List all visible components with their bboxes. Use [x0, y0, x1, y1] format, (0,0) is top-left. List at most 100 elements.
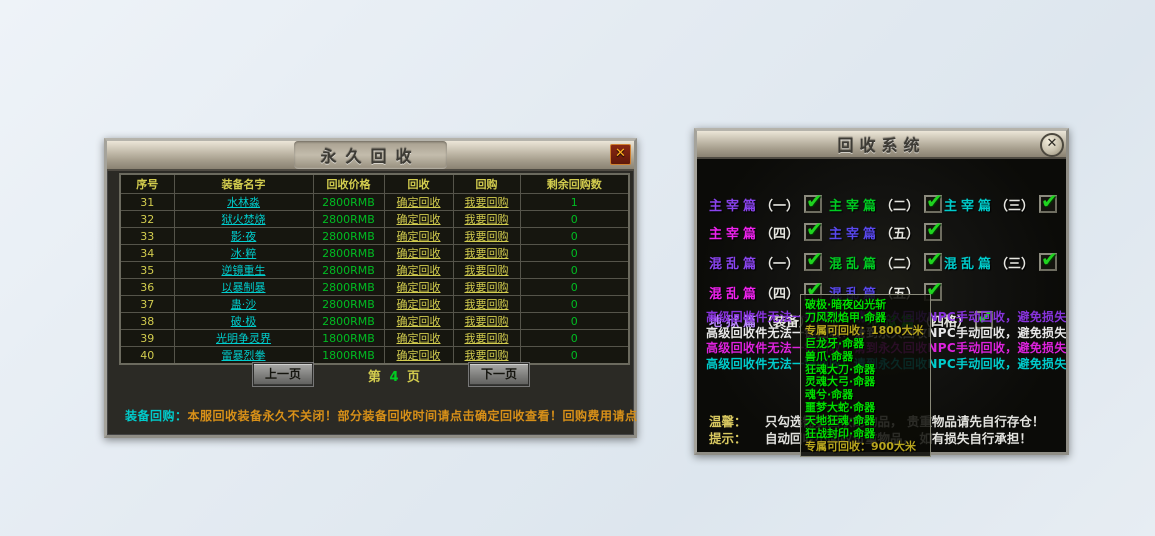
checkbox-zhuzai-3[interactable]: 主宰篇 （三） ✔ — [944, 189, 1058, 214]
page-indicator: 第 4 页 — [345, 366, 445, 385]
item-tooltip: 破极·暗夜凶光斩 刀风烈焰甲·命器 专属可回收：1800大米 巨龙牙·命器 兽爪… — [800, 294, 931, 457]
prev-page-button[interactable]: 上一页 — [253, 363, 313, 386]
checkbox-paren: （四） — [760, 226, 800, 242]
table-header-row: 序号 装备名字 回收价格 回收 回购 剩余回购数 — [119, 173, 630, 194]
tooltip-item-name: 刀风烈焰甲·命器 — [805, 310, 887, 324]
recycle-price: 2800RMB — [312, 312, 385, 330]
buyback-link[interactable]: 我要回购 — [452, 278, 521, 296]
close-icon[interactable]: ✕ — [610, 144, 631, 165]
buyback-link[interactable]: 我要回购 — [452, 329, 521, 347]
table-row: 37 蛊·沙 2800RMB 确定回收 我要回购 0 — [119, 295, 630, 313]
item-name-link[interactable]: 蛊·沙 — [173, 295, 314, 313]
checkbox[interactable]: ✔ — [804, 189, 823, 213]
checkbox-hunluan-2[interactable]: 混乱篇 （二） ✔ — [829, 247, 943, 272]
checkbox-paren: （一） — [760, 256, 800, 272]
checkbox[interactable]: ✔ — [924, 247, 943, 271]
remaining-buybacks: 0 — [519, 329, 630, 347]
check-icon: ✔ — [806, 189, 823, 213]
confirm-recycle-link[interactable]: 确定回收 — [383, 312, 454, 330]
buyback-link[interactable]: 我要回购 — [452, 346, 521, 365]
checkbox-paren: （三） — [995, 198, 1035, 214]
checkbox-zhuzai-1[interactable]: 主宰篇 （一） ✔ — [709, 189, 823, 214]
buyback-link[interactable]: 我要回购 — [452, 193, 521, 211]
checkbox[interactable]: ✔ — [804, 247, 823, 271]
row-no: 34 — [119, 244, 175, 262]
buyback-link[interactable]: 我要回购 — [452, 295, 521, 313]
checkbox-hunluan-3[interactable]: 混乱篇 （三） ✔ — [944, 247, 1058, 272]
checkbox-label: 地狱篇 — [709, 314, 761, 330]
item-name-link[interactable]: 影·夜 — [173, 227, 314, 245]
item-name-link[interactable]: 逆镜重生 — [173, 261, 314, 279]
confirm-recycle-link[interactable]: 确定回收 — [383, 210, 454, 228]
tip-label: 温馨： — [709, 414, 747, 429]
page-suffix: 页 — [407, 370, 423, 385]
tooltip-recycle-value: 专属可回收：1800大米 — [805, 323, 924, 337]
item-name-link[interactable]: 破·极 — [173, 312, 314, 330]
page-number: 4 — [389, 370, 401, 385]
row-no: 36 — [119, 278, 175, 296]
item-name-link[interactable]: 冰·粹 — [173, 244, 314, 262]
recycle-price: 2800RMB — [312, 261, 385, 279]
confirm-recycle-link[interactable]: 确定回收 — [383, 244, 454, 262]
confirm-recycle-link[interactable]: 确定回收 — [383, 261, 454, 279]
buyback-link[interactable]: 我要回购 — [452, 244, 521, 262]
checkbox-zhuzai-5[interactable]: 主宰篇 （五） ✔ — [829, 217, 943, 242]
checkbox-label: 主宰篇 — [829, 226, 881, 242]
checkbox[interactable]: ✔ — [804, 217, 823, 241]
remaining-buybacks: 0 — [519, 346, 630, 365]
recycle-price: 2800RMB — [312, 210, 385, 228]
remaining-buybacks: 0 — [519, 295, 630, 313]
confirm-recycle-link[interactable]: 确定回收 — [383, 295, 454, 313]
confirm-recycle-link[interactable]: 确定回收 — [383, 278, 454, 296]
checkbox[interactable]: ✔ — [975, 305, 994, 329]
window-title: 回收系统 — [837, 136, 926, 155]
tooltip-item-name: 魂兮·命器 — [805, 388, 854, 402]
checkbox-zhuzai-2[interactable]: 主宰篇 （二） ✔ — [829, 189, 943, 214]
checkbox-hunluan-1[interactable]: 混乱篇 （一） ✔ — [709, 247, 823, 272]
table-row: 33 影·夜 2800RMB 确定回收 我要回购 0 — [119, 227, 630, 245]
tooltip-item-name: 噩梦大蛇·命器 — [805, 401, 876, 415]
buyback-link[interactable]: 我要回购 — [452, 261, 521, 279]
permanent-recycle-window: 永久回收 ✕ 序号 装备名字 回收价格 回收 回购 剩余回购数 31 水林淼 2… — [104, 138, 637, 438]
recycle-price: 2800RMB — [312, 227, 385, 245]
col-header-buyback: 回购 — [452, 173, 521, 194]
recycle-system-titlebar: 回收系统 ✕ — [697, 131, 1066, 159]
checkbox[interactable]: ✔ — [924, 189, 943, 213]
confirm-recycle-link[interactable]: 确定回收 — [383, 227, 454, 245]
buyback-link[interactable]: 我要回购 — [452, 210, 521, 228]
buyback-link[interactable]: 我要回购 — [452, 227, 521, 245]
table-row: 40 雷暴烈拳 1800RMB 确定回收 我要回购 0 — [119, 346, 630, 365]
checkbox[interactable]: ✔ — [924, 217, 943, 241]
item-name-link[interactable]: 光明争灵界 — [173, 329, 314, 347]
checkbox-zhuzai-4[interactable]: 主宰篇 （四） ✔ — [709, 217, 823, 242]
confirm-recycle-link[interactable]: 确定回收 — [383, 193, 454, 211]
table-row: 36 以暴制暴 2800RMB 确定回收 我要回购 0 — [119, 278, 630, 296]
check-icon: ✔ — [977, 305, 994, 329]
checkbox-paren: （五） — [880, 226, 920, 242]
confirm-recycle-link[interactable]: 确定回收 — [383, 346, 454, 365]
close-icon[interactable]: ✕ — [1040, 133, 1064, 157]
tooltip-item-name: 狂魂大刀·命器 — [805, 362, 876, 376]
checkbox-paren: （三） — [995, 256, 1035, 272]
remaining-buybacks: 0 — [519, 210, 630, 228]
item-name-link[interactable]: 雷暴烈拳 — [173, 346, 314, 365]
buyback-link[interactable]: 我要回购 — [452, 312, 521, 330]
row-no: 38 — [119, 312, 175, 330]
item-name-link[interactable]: 以暴制暴 — [173, 278, 314, 296]
recycle-price: 2800RMB — [312, 295, 385, 313]
item-name-link[interactable]: 水林淼 — [173, 193, 314, 211]
item-name-link[interactable]: 狱火焚烧 — [173, 210, 314, 228]
note-label: 装备回购： — [125, 409, 188, 423]
row-no: 39 — [119, 329, 175, 347]
col-header-recycle: 回收 — [383, 173, 454, 194]
checkbox[interactable]: ✔ — [1039, 247, 1058, 271]
confirm-recycle-link[interactable]: 确定回收 — [383, 329, 454, 347]
checkbox[interactable]: ✔ — [1039, 189, 1058, 213]
tooltip-item-name: 狂战封印·命器 — [805, 427, 876, 441]
recycle-price: 2800RMB — [312, 193, 385, 211]
recycle-table: 序号 装备名字 回收价格 回收 回购 剩余回购数 31 水林淼 2800RMB … — [119, 173, 630, 365]
recycle-price: 2800RMB — [312, 244, 385, 262]
title-banner: 永久回收 — [294, 141, 447, 169]
check-icon: ✔ — [1041, 247, 1058, 271]
next-page-button[interactable]: 下一页 — [469, 363, 529, 386]
